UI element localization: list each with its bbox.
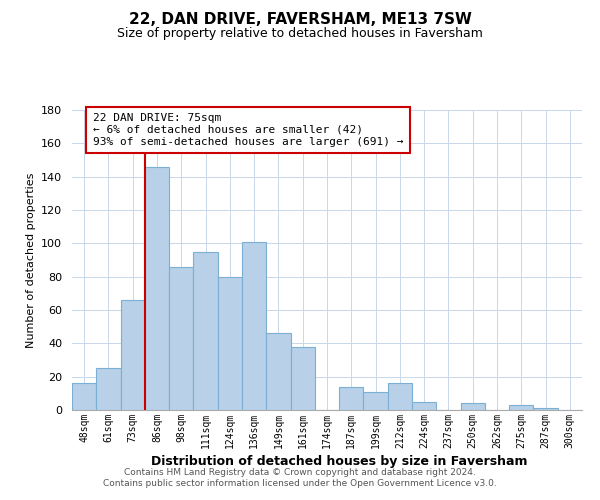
Bar [266, 334, 290, 410]
Bar [96, 368, 121, 410]
Bar [121, 300, 145, 410]
Text: Contains HM Land Registry data © Crown copyright and database right 2024.
Contai: Contains HM Land Registry data © Crown c… [103, 468, 497, 487]
Bar [242, 242, 266, 410]
Text: 22, DAN DRIVE, FAVERSHAM, ME13 7SW: 22, DAN DRIVE, FAVERSHAM, ME13 7SW [128, 12, 472, 28]
Bar [364, 392, 388, 410]
Text: 22 DAN DRIVE: 75sqm
← 6% of detached houses are smaller (42)
93% of semi-detache: 22 DAN DRIVE: 75sqm ← 6% of detached hou… [92, 114, 403, 146]
Bar [193, 252, 218, 410]
Bar [169, 266, 193, 410]
Bar [461, 404, 485, 410]
Text: Distribution of detached houses by size in Faversham: Distribution of detached houses by size … [151, 454, 527, 468]
Bar [145, 166, 169, 410]
Bar [290, 346, 315, 410]
Bar [339, 386, 364, 410]
Bar [218, 276, 242, 410]
Y-axis label: Number of detached properties: Number of detached properties [26, 172, 35, 348]
Bar [412, 402, 436, 410]
Bar [509, 405, 533, 410]
Bar [533, 408, 558, 410]
Bar [388, 384, 412, 410]
Text: Size of property relative to detached houses in Faversham: Size of property relative to detached ho… [117, 28, 483, 40]
Bar [72, 384, 96, 410]
